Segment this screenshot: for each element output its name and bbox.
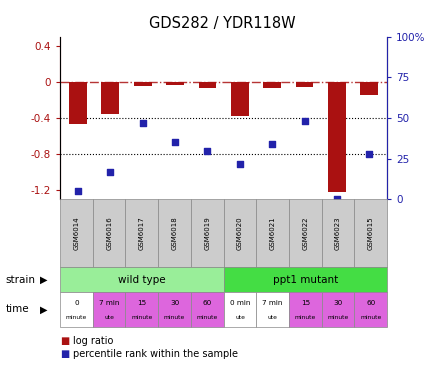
Point [269, 141, 276, 147]
Text: 60: 60 [202, 300, 212, 306]
Point [236, 161, 243, 167]
Text: GSM6019: GSM6019 [204, 216, 210, 250]
Text: percentile rank within the sample: percentile rank within the sample [73, 349, 239, 359]
Text: 15: 15 [301, 300, 310, 306]
Text: minute: minute [66, 315, 87, 320]
Text: 7 min: 7 min [263, 300, 283, 306]
Text: GSM6016: GSM6016 [106, 216, 112, 250]
Bar [166, 82, 184, 85]
Text: GSM6020: GSM6020 [237, 217, 243, 250]
Point [107, 169, 114, 175]
Bar [101, 82, 119, 113]
Text: minute: minute [164, 315, 185, 320]
Text: ▶: ▶ [40, 305, 47, 314]
Point [301, 118, 308, 124]
Text: 0 min: 0 min [230, 300, 250, 306]
Bar [328, 82, 346, 192]
Bar [134, 82, 152, 86]
Text: ute: ute [235, 315, 245, 320]
Text: minute: minute [360, 315, 381, 320]
Bar [69, 82, 87, 124]
Text: GSM6017: GSM6017 [139, 216, 145, 250]
Bar [231, 82, 249, 116]
Text: 7 min: 7 min [99, 300, 119, 306]
Bar [360, 82, 378, 94]
Text: GSM6015: GSM6015 [368, 217, 374, 250]
Bar [198, 82, 216, 88]
Text: minute: minute [295, 315, 316, 320]
Point [366, 151, 373, 157]
Text: GSM6022: GSM6022 [303, 217, 308, 250]
Text: GDS282 / YDR118W: GDS282 / YDR118W [149, 16, 296, 31]
Text: GSM6023: GSM6023 [335, 217, 341, 250]
Text: ■: ■ [60, 336, 69, 346]
Point [204, 147, 211, 154]
Point [333, 197, 340, 202]
Point [139, 120, 146, 126]
Text: ppt1 mutant: ppt1 mutant [273, 274, 338, 285]
Text: 60: 60 [366, 300, 376, 306]
Text: log ratio: log ratio [73, 336, 114, 346]
Text: GSM6018: GSM6018 [172, 216, 178, 250]
Text: 0: 0 [74, 300, 79, 306]
Text: ute: ute [104, 315, 114, 320]
Text: time: time [5, 305, 29, 314]
Text: 30: 30 [333, 300, 343, 306]
Point [171, 139, 178, 145]
Bar [295, 82, 313, 87]
Text: ute: ute [268, 315, 278, 320]
Text: minute: minute [131, 315, 153, 320]
Text: minute: minute [328, 315, 349, 320]
Text: GSM6021: GSM6021 [270, 217, 275, 250]
Text: 30: 30 [170, 300, 179, 306]
Text: ▶: ▶ [40, 274, 47, 285]
Text: minute: minute [197, 315, 218, 320]
Text: GSM6014: GSM6014 [73, 217, 79, 250]
Bar [263, 82, 281, 88]
Point [74, 188, 81, 194]
Text: 15: 15 [137, 300, 146, 306]
Text: ■: ■ [60, 349, 69, 359]
Text: strain: strain [5, 274, 35, 285]
Text: wild type: wild type [118, 274, 166, 285]
